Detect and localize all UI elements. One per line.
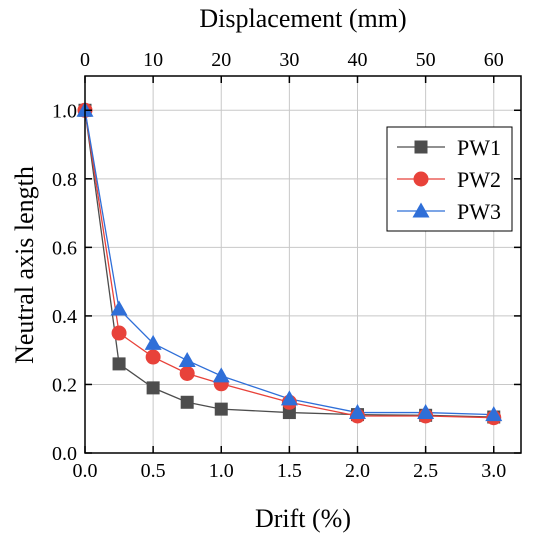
y-tick-label: 0.6 [52, 237, 77, 259]
data-point [212, 367, 230, 383]
legend-marker [412, 202, 430, 218]
y-tick-label: 0.8 [52, 169, 77, 191]
x-tick-label: 2.5 [413, 460, 438, 482]
legend-marker [414, 140, 428, 154]
data-point [178, 351, 196, 367]
plot-frame [84, 75, 522, 454]
data-point [146, 381, 160, 395]
data-point [144, 334, 162, 350]
data-point [112, 357, 126, 371]
data-point [145, 349, 161, 365]
top-tick-label: 60 [484, 49, 504, 71]
legend-label: PW2 [457, 167, 501, 192]
data-point [280, 390, 298, 406]
y-tick-label: 0.2 [52, 374, 77, 396]
x-tick-label: 1.5 [277, 460, 302, 482]
x-axis-title: Drift (%) [255, 504, 351, 533]
data-point [110, 300, 128, 316]
x-tick-label: 1.0 [209, 460, 234, 482]
series-layer [76, 101, 503, 426]
legend-label: PW3 [457, 199, 501, 224]
data-point [179, 365, 195, 381]
data-point [349, 404, 366, 420]
top-tick-label: 30 [279, 49, 299, 71]
series-markers-pw3 [76, 101, 503, 422]
data-point [180, 395, 194, 409]
x-tick-label: 2.0 [345, 460, 370, 482]
x-tick-label: 0.0 [73, 460, 98, 482]
legend-label: PW1 [457, 135, 501, 160]
top-tick-label: 10 [143, 49, 163, 71]
legend-marker [413, 171, 429, 187]
data-point [111, 325, 127, 341]
axes: 0.0 0.5 1.0 1.5 2.0 2.5 3.0 0 10 20 30 40 50 60 0.0 0.2… [52, 49, 521, 482]
data-point [417, 404, 435, 420]
top-tick-label: 20 [211, 49, 231, 71]
data-point [485, 406, 503, 422]
top-tick-label: 50 [416, 49, 436, 71]
x-tick-label: 3.0 [481, 460, 506, 482]
top-axis-title: Displacement (mm) [199, 4, 406, 33]
y-tick-label: 0.4 [52, 306, 77, 328]
y-tick-label: 1.0 [52, 100, 77, 122]
y-axis-title: Neutral axis length [10, 166, 39, 364]
data-point [214, 402, 228, 416]
legend: PW1 PW2 PW3 [386, 126, 513, 232]
top-tick-label: 40 [348, 49, 368, 71]
x-tick-label: 0.5 [141, 460, 166, 482]
data-point [282, 406, 296, 420]
top-tick-label: 0 [80, 49, 90, 71]
y-tick-label: 0.0 [52, 443, 77, 465]
